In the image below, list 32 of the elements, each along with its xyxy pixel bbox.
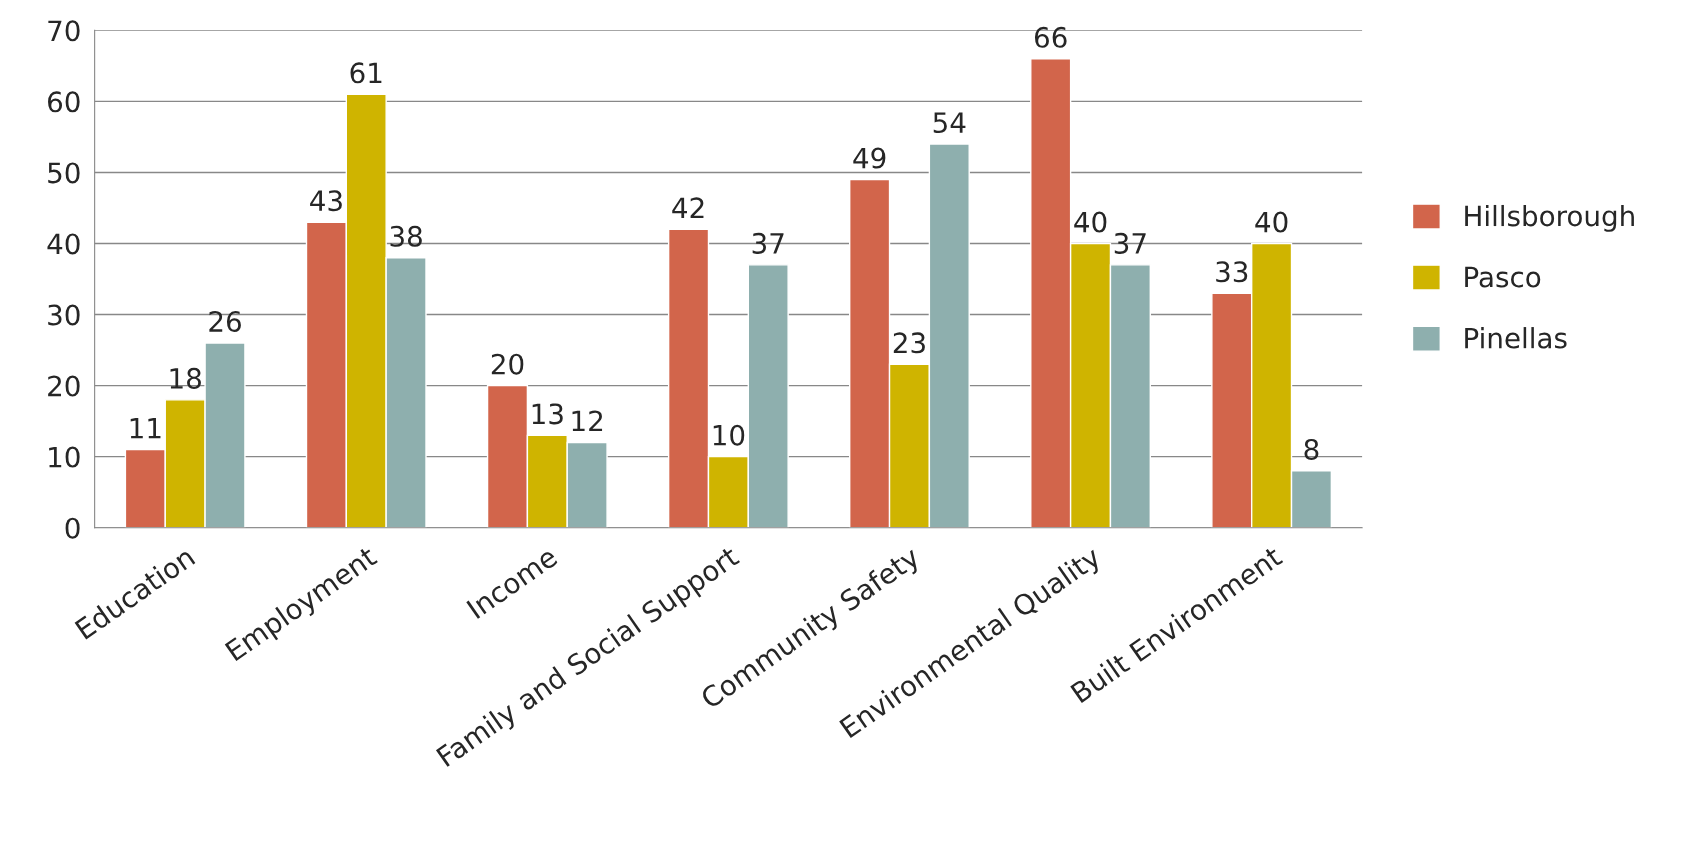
data-label: 33 [1216, 261, 1248, 283]
y-tick-label: 0 [65, 517, 80, 539]
legend-label: Pinellas [1465, 327, 1567, 349]
y-tick-label: 60 [48, 91, 80, 113]
data-label: 40 [1074, 211, 1107, 233]
data-label: 38 [390, 225, 422, 247]
data-label: 18 [170, 367, 201, 389]
data-label: 42 [672, 197, 704, 218]
y-tick-label: 70 [48, 20, 80, 42]
data-label: 66 [1034, 26, 1067, 48]
data-label: 43 [310, 190, 342, 212]
data-label: 37 [1114, 232, 1146, 254]
data-label: 54 [933, 112, 966, 134]
data-label: 40 [1255, 211, 1288, 233]
y-tick-label: 10 [49, 446, 80, 468]
data-label: 12 [572, 410, 603, 432]
data-label: 11 [130, 417, 161, 439]
data-label: 37 [752, 232, 784, 254]
legend-label: Pasco [1465, 266, 1541, 288]
y-tick-label: 30 [48, 304, 80, 326]
data-label: 61 [350, 62, 382, 84]
data-label: 23 [893, 332, 925, 354]
y-tick-label: 20 [48, 375, 80, 397]
data-label: 20 [491, 353, 524, 375]
data-label: 10 [713, 424, 745, 446]
data-label: 13 [532, 403, 563, 425]
legend-label: Hillsborough [1465, 204, 1634, 232]
data-label: 8 [1304, 438, 1319, 460]
y-tick-label: 40 [47, 233, 80, 255]
data-label: 49 [853, 147, 886, 169]
data-label: 26 [209, 311, 241, 333]
y-tick-label: 50 [48, 162, 80, 184]
